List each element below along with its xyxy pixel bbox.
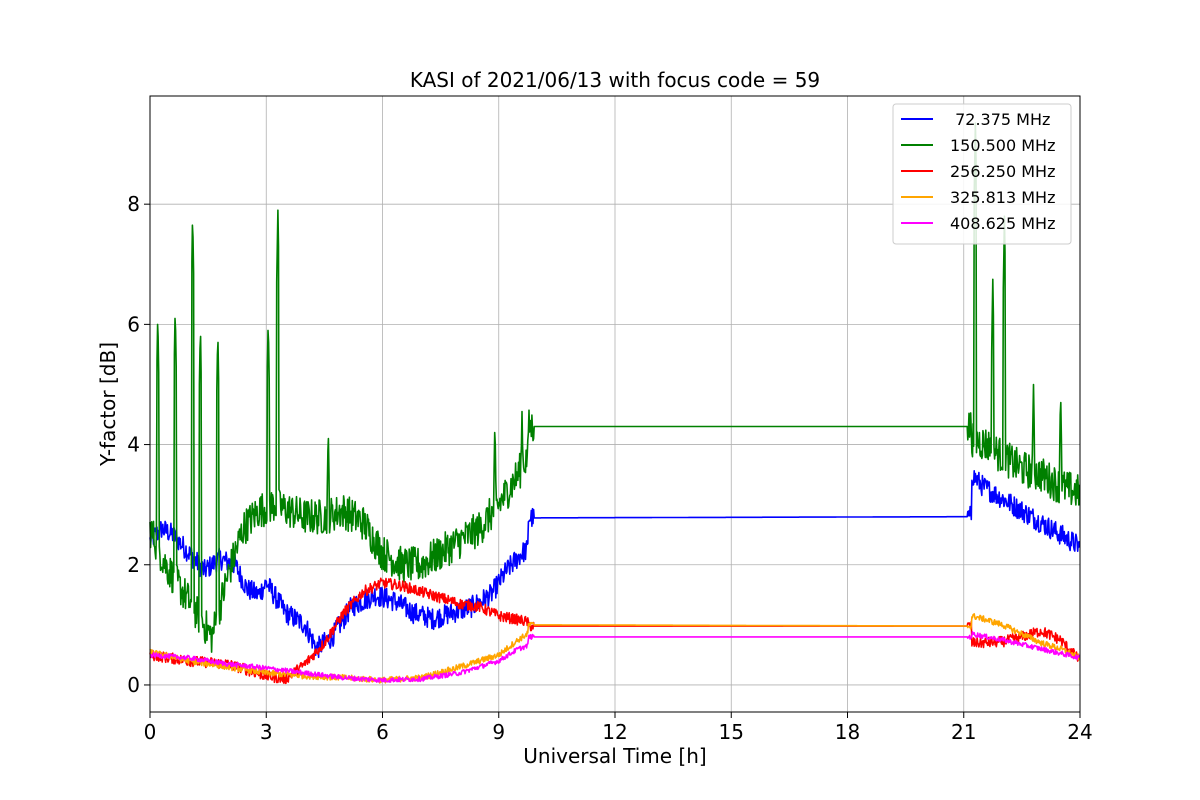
x-tick-label: 21 bbox=[951, 720, 976, 744]
x-tick-label: 15 bbox=[719, 720, 744, 744]
plot-series bbox=[149, 122, 1081, 685]
y-tick-label: 6 bbox=[127, 312, 140, 336]
y-axis-label: Y-factor [dB] bbox=[96, 342, 120, 467]
legend-label: 72.375 MHz bbox=[950, 110, 1050, 129]
series-line-0 bbox=[149, 469, 1081, 659]
legend-label: 325.813 MHz bbox=[950, 188, 1055, 207]
legend-label: 256.250 MHz bbox=[950, 162, 1055, 181]
series-line-4 bbox=[149, 630, 1081, 683]
x-tick-label: 6 bbox=[376, 720, 389, 744]
x-tick-label: 12 bbox=[602, 720, 627, 744]
x-tick-label: 9 bbox=[492, 720, 505, 744]
x-tick-label: 3 bbox=[260, 720, 273, 744]
series-line-3 bbox=[149, 612, 1081, 684]
series-line-1 bbox=[149, 122, 1081, 653]
x-axis-label: Universal Time [h] bbox=[523, 744, 706, 768]
y-tick-label: 0 bbox=[127, 673, 140, 697]
legend-label: 408.625 MHz bbox=[950, 214, 1055, 233]
y-tick-label: 4 bbox=[127, 433, 140, 457]
legend-label: 150.500 MHz bbox=[950, 136, 1055, 155]
x-tick-label: 24 bbox=[1067, 720, 1092, 744]
legend: 72.375 MHz 150.500 MHz 256.250 MHz 325.813 … bbox=[892, 103, 1072, 245]
y-tick-label: 8 bbox=[127, 192, 140, 216]
chart-title: KASI of 2021/06/13 with focus code = 59 bbox=[410, 68, 820, 92]
y-tick-label: 2 bbox=[127, 553, 140, 577]
legend-box bbox=[892, 103, 1072, 245]
x-tick-label: 0 bbox=[144, 720, 157, 744]
x-tick-label: 18 bbox=[835, 720, 860, 744]
